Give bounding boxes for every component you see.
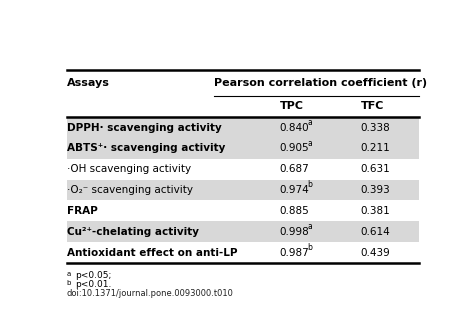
Text: a: a (66, 271, 71, 277)
Text: TPC: TPC (280, 101, 304, 111)
Text: b: b (307, 180, 312, 189)
Text: DPPH· scavenging activity: DPPH· scavenging activity (66, 122, 221, 133)
Text: 0.840: 0.840 (280, 122, 309, 133)
Text: ·O₂⁻ scavenging activity: ·O₂⁻ scavenging activity (66, 185, 192, 195)
Bar (66, 180, 419, 200)
Bar (66, 221, 419, 242)
Text: doi:10.1371/journal.pone.0093000.t010: doi:10.1371/journal.pone.0093000.t010 (66, 289, 234, 298)
Bar (66, 117, 419, 138)
Text: 0.987: 0.987 (280, 248, 310, 257)
Text: 0.439: 0.439 (360, 248, 390, 257)
Text: 0.998: 0.998 (280, 227, 310, 237)
Text: 0.905: 0.905 (280, 143, 309, 153)
Text: Cu²⁺-chelating activity: Cu²⁺-chelating activity (66, 227, 199, 237)
Text: 0.381: 0.381 (360, 206, 390, 216)
Text: TFC: TFC (360, 101, 384, 111)
Text: 0.614: 0.614 (360, 227, 390, 237)
Text: b: b (66, 280, 71, 286)
Text: Antioxidant effect on anti-LP: Antioxidant effect on anti-LP (66, 248, 237, 257)
Text: 0.338: 0.338 (360, 122, 390, 133)
Text: FRAP: FRAP (66, 206, 97, 216)
Bar (66, 138, 419, 159)
Text: 0.974: 0.974 (280, 185, 310, 195)
Text: Pearson correlation coefficient (r): Pearson correlation coefficient (r) (213, 78, 427, 88)
Text: p<0.05;: p<0.05; (75, 271, 111, 280)
Text: p<0.01.: p<0.01. (75, 280, 111, 289)
Text: ·OH scavenging activity: ·OH scavenging activity (66, 164, 191, 174)
Text: a: a (307, 139, 312, 148)
Text: 0.393: 0.393 (360, 185, 390, 195)
Text: a: a (307, 118, 312, 127)
Text: 0.631: 0.631 (360, 164, 390, 174)
Text: 0.687: 0.687 (280, 164, 310, 174)
Text: 0.885: 0.885 (280, 206, 310, 216)
Text: b: b (307, 243, 312, 252)
Text: a: a (307, 222, 312, 231)
Text: Assays: Assays (66, 78, 109, 88)
Text: ABTS⁺· scavenging activity: ABTS⁺· scavenging activity (66, 143, 225, 153)
Text: 0.211: 0.211 (360, 143, 390, 153)
